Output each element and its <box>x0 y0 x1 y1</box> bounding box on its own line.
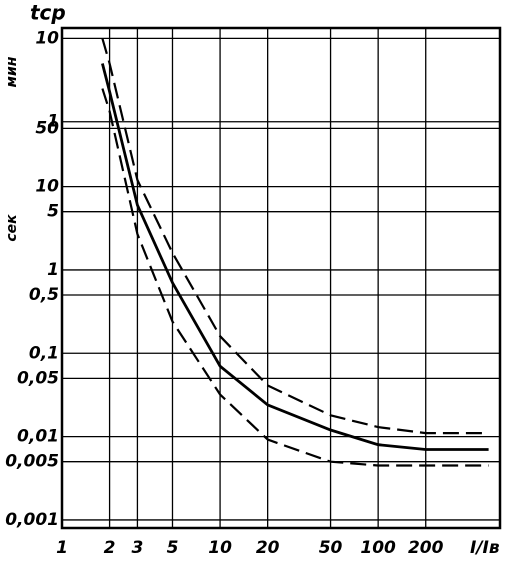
y-tick-label: 1 <box>47 260 59 280</box>
y-tick-label: 0,001 <box>5 510 59 530</box>
curve <box>101 38 489 435</box>
x-tick-label: 100 <box>360 538 396 558</box>
x-axis-label: I/Iв <box>470 538 500 558</box>
x-tick-label: 5 <box>167 538 179 558</box>
x-tick-label: 20 <box>256 538 280 558</box>
y-unit-top: мин <box>4 56 20 87</box>
y-tick-label: 1 <box>47 112 59 132</box>
y-unit-bottom: сек <box>4 214 20 242</box>
y-tick-label: 5 <box>47 202 59 222</box>
x-tick-label: 2 <box>104 538 116 558</box>
plot-frame <box>60 26 502 530</box>
x-tick-label: 1 <box>56 538 68 558</box>
y-tick-label: 0,01 <box>17 427 59 447</box>
chart-title: tср <box>30 1 66 25</box>
y-tick-label: 0,005 <box>5 452 59 472</box>
x-tick-label: 10 <box>208 538 232 558</box>
curve <box>101 88 489 467</box>
x-tick-label: 200 <box>408 538 444 558</box>
y-tick-label: 50 <box>35 118 59 138</box>
x-tick-label: 50 <box>319 538 343 558</box>
y-tick-label: 0,05 <box>17 368 59 388</box>
y-tick-label: 10 <box>35 177 59 197</box>
curve <box>101 63 489 451</box>
y-tick-label: 10 <box>35 28 59 48</box>
x-tick-label: 3 <box>131 538 143 558</box>
y-tick-label: 0,1 <box>29 343 59 363</box>
y-tick-label: 0,5 <box>29 285 59 305</box>
